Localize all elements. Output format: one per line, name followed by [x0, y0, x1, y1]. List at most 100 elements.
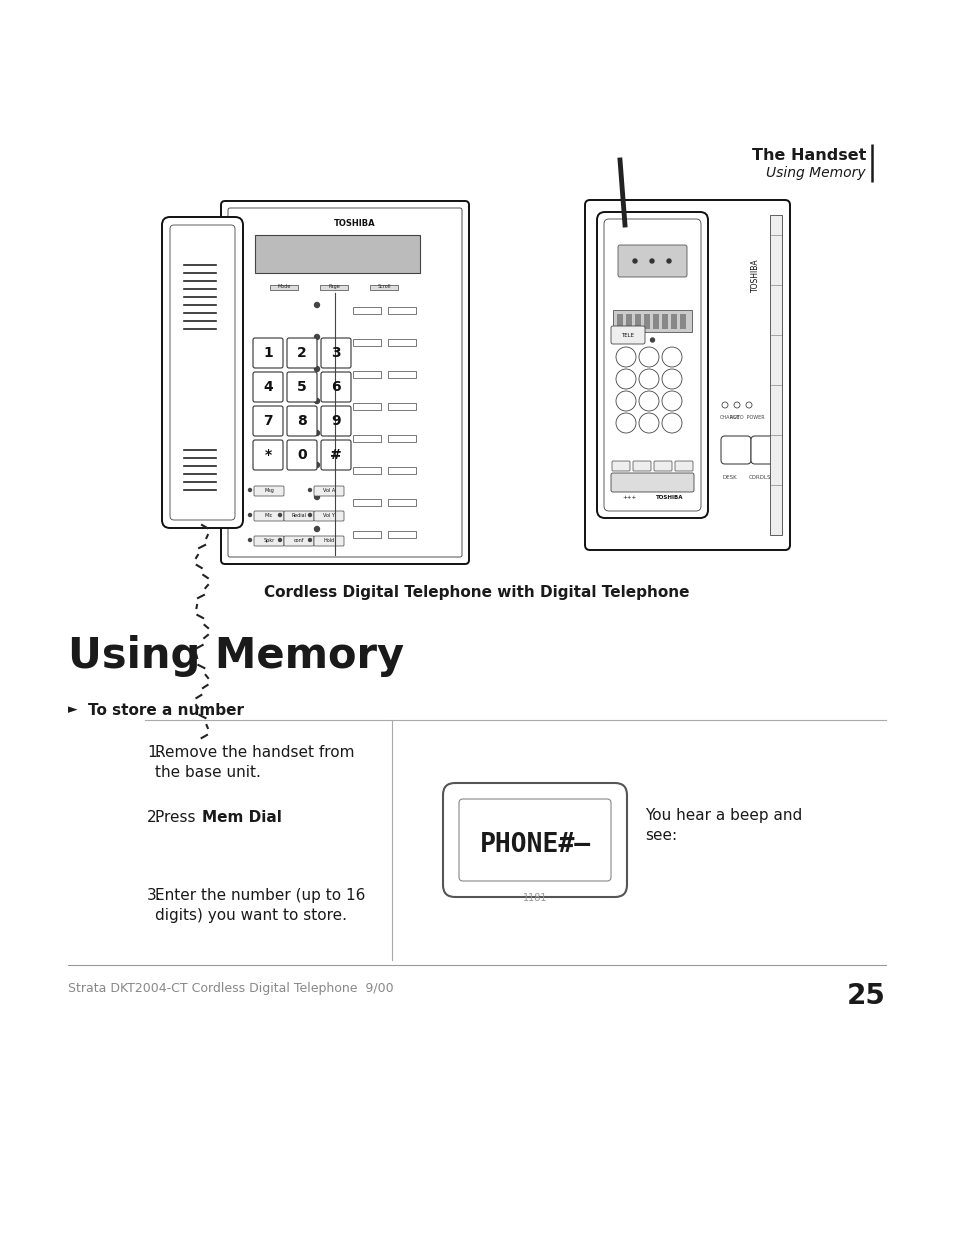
Bar	[388, 338, 416, 346]
Text: 8: 8	[296, 414, 307, 429]
Circle shape	[639, 347, 659, 367]
FancyBboxPatch shape	[442, 783, 626, 897]
Bar	[353, 338, 380, 346]
FancyBboxPatch shape	[610, 473, 693, 492]
Circle shape	[314, 431, 319, 436]
Bar	[353, 308, 380, 314]
Text: TOSHIBA: TOSHIBA	[334, 219, 375, 227]
Circle shape	[248, 538, 252, 541]
Text: PHONE#—: PHONE#—	[479, 832, 590, 858]
Bar	[670, 314, 677, 329]
FancyBboxPatch shape	[287, 406, 316, 436]
FancyBboxPatch shape	[675, 461, 692, 471]
FancyBboxPatch shape	[253, 406, 283, 436]
FancyBboxPatch shape	[253, 338, 283, 368]
Text: Hold: Hold	[323, 538, 335, 543]
FancyBboxPatch shape	[314, 487, 344, 496]
Circle shape	[314, 399, 319, 404]
Bar	[625, 314, 631, 329]
Text: .: .	[267, 810, 272, 825]
Bar	[270, 285, 297, 290]
FancyBboxPatch shape	[597, 212, 707, 517]
Bar	[769, 215, 781, 535]
FancyBboxPatch shape	[253, 536, 284, 546]
Text: +++: +++	[622, 494, 637, 499]
Text: 1: 1	[263, 346, 273, 359]
FancyBboxPatch shape	[253, 440, 283, 471]
Text: Vol Y: Vol Y	[323, 513, 335, 517]
Bar	[353, 531, 380, 538]
FancyBboxPatch shape	[253, 372, 283, 403]
Text: 3: 3	[331, 346, 340, 359]
Text: conf: conf	[294, 538, 304, 543]
Text: *: *	[264, 448, 272, 462]
Text: #: #	[330, 448, 341, 462]
Circle shape	[666, 259, 670, 263]
Circle shape	[314, 303, 319, 308]
Bar	[319, 285, 348, 290]
Text: 2: 2	[296, 346, 307, 359]
Circle shape	[314, 462, 319, 468]
Text: Page: Page	[328, 284, 339, 289]
FancyBboxPatch shape	[320, 440, 351, 471]
Text: 1181: 1181	[522, 893, 547, 903]
Bar	[643, 314, 649, 329]
Bar	[353, 499, 380, 506]
Text: CORDLS: CORDLS	[748, 474, 770, 479]
FancyBboxPatch shape	[314, 536, 344, 546]
FancyBboxPatch shape	[320, 372, 351, 403]
Bar	[388, 499, 416, 506]
FancyBboxPatch shape	[253, 487, 284, 496]
Bar	[388, 531, 416, 538]
Circle shape	[639, 369, 659, 389]
Text: CHARGE: CHARGE	[720, 415, 740, 420]
Bar	[353, 403, 380, 410]
Circle shape	[314, 367, 319, 372]
Circle shape	[308, 514, 312, 516]
Circle shape	[248, 489, 252, 492]
Circle shape	[661, 347, 681, 367]
Circle shape	[314, 335, 319, 340]
FancyBboxPatch shape	[284, 536, 314, 546]
Bar	[388, 403, 416, 410]
FancyBboxPatch shape	[320, 338, 351, 368]
FancyBboxPatch shape	[253, 511, 284, 521]
Text: You hear a beep and: You hear a beep and	[644, 808, 801, 823]
Text: Scroll: Scroll	[376, 284, 391, 289]
Text: Mem Dial: Mem Dial	[202, 810, 281, 825]
FancyBboxPatch shape	[284, 511, 314, 521]
Text: digits) you want to store.: digits) you want to store.	[154, 908, 347, 923]
Text: 2.: 2.	[147, 810, 161, 825]
FancyBboxPatch shape	[287, 372, 316, 403]
FancyBboxPatch shape	[618, 245, 686, 277]
Text: Remove the handset from: Remove the handset from	[154, 745, 355, 760]
FancyBboxPatch shape	[750, 436, 781, 464]
Text: 6: 6	[331, 380, 340, 394]
Text: ►: ►	[68, 703, 77, 716]
Bar	[388, 370, 416, 378]
FancyBboxPatch shape	[221, 201, 469, 564]
FancyBboxPatch shape	[720, 436, 750, 464]
Text: Mic: Mic	[265, 513, 273, 517]
FancyBboxPatch shape	[314, 511, 344, 521]
Circle shape	[616, 391, 636, 411]
Circle shape	[278, 514, 281, 516]
Text: Using Memory: Using Memory	[765, 165, 865, 180]
Text: DESK: DESK	[722, 474, 737, 479]
Text: The Handset: The Handset	[751, 148, 865, 163]
Circle shape	[639, 412, 659, 433]
FancyBboxPatch shape	[654, 461, 671, 471]
Text: Spkr: Spkr	[263, 538, 274, 543]
Circle shape	[639, 391, 659, 411]
Circle shape	[308, 538, 312, 541]
Circle shape	[650, 338, 654, 342]
Circle shape	[649, 259, 654, 263]
Text: Cordless Digital Telephone with Digital Telephone: Cordless Digital Telephone with Digital …	[264, 585, 689, 600]
Text: TELE: TELE	[620, 332, 634, 337]
Bar	[388, 467, 416, 474]
Text: To store a number: To store a number	[88, 703, 244, 718]
Bar	[635, 314, 640, 329]
Bar	[353, 370, 380, 378]
Circle shape	[314, 526, 319, 531]
Text: Enter the number (up to 16: Enter the number (up to 16	[154, 888, 365, 903]
